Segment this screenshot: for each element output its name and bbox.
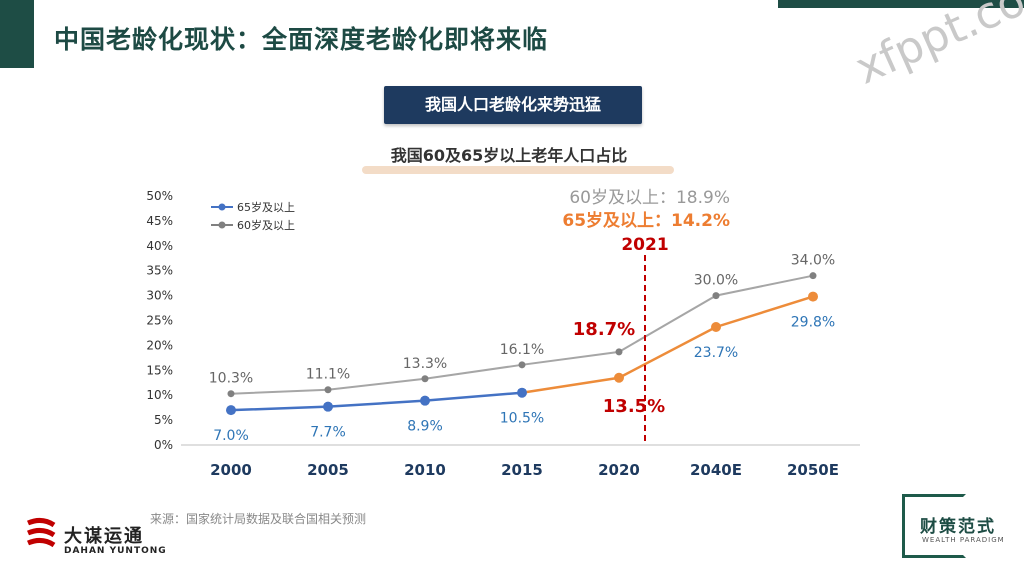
x-tick-label: 2000 <box>210 461 252 479</box>
series-markers <box>226 272 818 416</box>
marker-2021-label: 2021 <box>621 235 668 255</box>
data-label-60plus: 10.3% <box>209 371 253 387</box>
point-65plus <box>323 401 333 412</box>
x-tick-label: 2010 <box>404 461 446 479</box>
point-60plus <box>809 272 817 280</box>
point-60plus <box>324 386 332 394</box>
page-title: 中国老龄化现状：全面深度老龄化即将来临 <box>54 25 549 54</box>
dahan-logo-icon <box>24 515 60 559</box>
x-tick-label: 2050E <box>787 461 839 479</box>
y-tick-label: 40% <box>146 239 173 253</box>
data-label-60plus: 13.3% <box>403 356 447 372</box>
logo-right-en: WEALTH PARADIGM <box>922 536 1005 544</box>
legend-label: 65岁及以上 <box>237 200 295 214</box>
logo-right-name: 财策范式 <box>920 517 996 537</box>
data-label-65plus: 7.0% <box>213 428 249 444</box>
data-label-65plus: 10.5% <box>500 411 544 427</box>
x-tick-label: 2015 <box>501 461 543 479</box>
y-tick-label: 0% <box>154 438 173 452</box>
subtitle-underline <box>362 166 674 174</box>
source-note: 来源：国家统计局数据及联合国相关预测 <box>150 512 367 526</box>
point-60plus <box>712 292 720 300</box>
annotation-65plus: 65岁及以上：14.2% <box>562 210 730 231</box>
point-60plus <box>227 390 235 398</box>
legend-swatch-marker <box>218 221 226 229</box>
data-label-60plus: 16.1% <box>500 342 544 358</box>
point-65plus <box>226 405 236 416</box>
data-label-65plus: 8.9% <box>407 419 443 435</box>
series-line-65plus-projection <box>521 295 814 394</box>
legend: 65岁及以上 60岁及以上 <box>211 200 295 232</box>
annotation-60plus: 60岁及以上：18.9% <box>569 188 730 208</box>
point-65plus <box>808 291 818 302</box>
x-tick-label: 2040E <box>690 461 742 479</box>
y-tick-label: 45% <box>146 214 173 228</box>
x-tick-label: 2005 <box>307 461 349 479</box>
y-tick-label: 5% <box>154 413 173 427</box>
point-65plus <box>614 372 624 383</box>
data-label-65plus: 29.8% <box>791 315 835 331</box>
legend-label: 60岁及以上 <box>237 218 295 232</box>
point-65plus <box>711 321 721 332</box>
x-tick-labels: 2000 2005 2010 2015 2020 2040E 2050E <box>210 461 839 479</box>
data-label-60plus: 30.0% <box>694 273 738 289</box>
point-60plus <box>615 348 623 356</box>
y-tick-label: 20% <box>146 338 173 352</box>
data-label-65plus: 7.7% <box>310 425 346 441</box>
header-accent-bar <box>0 0 34 68</box>
chart-banner-title: 我国人口老龄化来势迅猛 <box>384 86 642 124</box>
data-label-60plus: 18.7% <box>573 319 635 340</box>
logo-frame-icon <box>902 494 966 558</box>
legend-swatch-marker <box>218 203 226 211</box>
chart-subtitle: 我国60及65岁以上老年人口占比 <box>390 146 628 165</box>
y-tick-label: 15% <box>146 363 173 377</box>
data-labels: 10.3% 11.1% 13.3% 16.1% 18.7% 30.0% 34.0% 7.0% 7… <box>209 253 835 444</box>
logo-left-name: 大谋运通 <box>64 526 144 547</box>
x-tick-label: 2020 <box>598 461 640 479</box>
data-label-65plus: 23.7% <box>694 345 738 361</box>
point-65plus <box>420 395 430 406</box>
y-tick-label: 25% <box>146 314 173 328</box>
series-line-65plus-actual <box>230 391 523 412</box>
top-right-accent-bar <box>778 0 1024 8</box>
data-label-60plus: 34.0% <box>791 253 835 269</box>
data-label-60plus: 11.1% <box>306 367 350 383</box>
y-tick-label: 35% <box>146 264 173 278</box>
point-60plus <box>421 375 429 383</box>
y-axis: 0% 5% 10% 15% 20% 25% 30% 35% 40% 45% 50% <box>146 189 173 452</box>
wealth-paradigm-logo: 财策范式 WEALTH PARADIGM <box>902 494 1006 558</box>
y-tick-label: 10% <box>146 388 173 402</box>
data-label-65plus: 13.5% <box>603 396 665 417</box>
y-tick-label: 30% <box>146 289 173 303</box>
point-60plus <box>518 361 526 369</box>
y-tick-label: 50% <box>146 189 173 203</box>
logo-left-en: DAHAN YUNTONG <box>64 546 167 556</box>
point-65plus <box>517 387 527 398</box>
